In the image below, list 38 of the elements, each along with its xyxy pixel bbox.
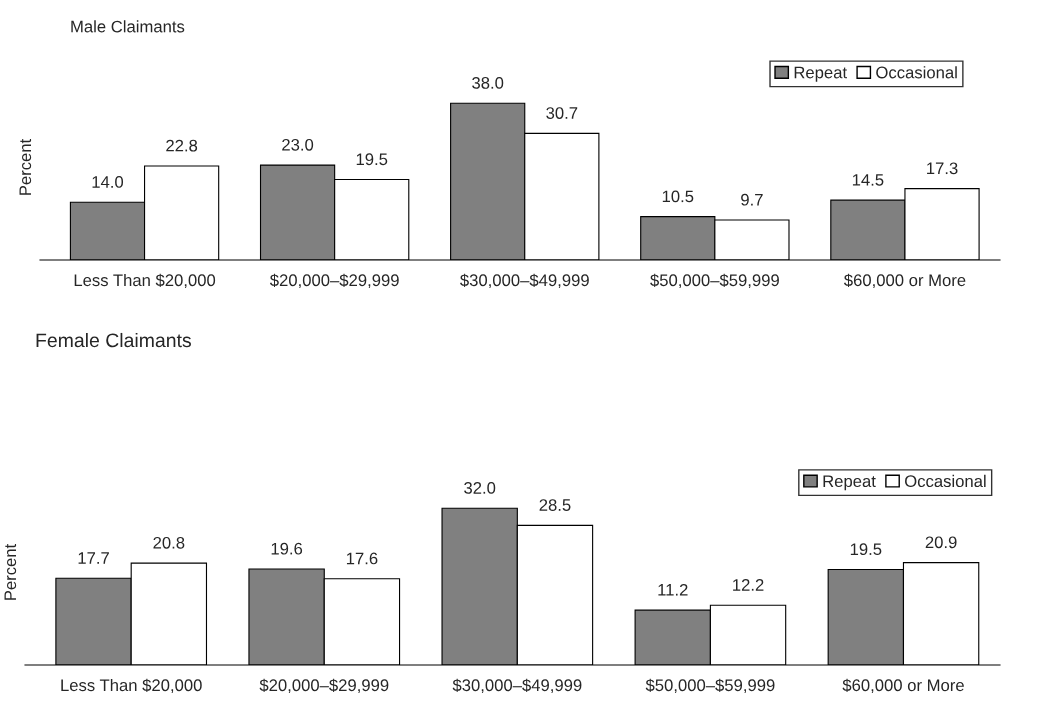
x-tick-label: Less Than $20,000 bbox=[61, 678, 202, 694]
x-tick-label: $50,000–$59,999 bbox=[650, 273, 779, 289]
x-tick-label: $60,000 or More bbox=[842, 678, 964, 694]
data-label: 23.0 bbox=[282, 138, 314, 151]
chart-title: Female Claimants bbox=[36, 332, 191, 348]
y-axis-title: Percent bbox=[19, 138, 32, 195]
x-tick-label: $30,000–$49,999 bbox=[452, 678, 582, 694]
x-tick-label: $30,000–$49,999 bbox=[460, 273, 589, 289]
data-label: 17.6 bbox=[346, 552, 378, 565]
x-tick-label: $20,000–$29,999 bbox=[269, 273, 399, 289]
data-label: 22.8 bbox=[166, 139, 198, 152]
data-label: 19.6 bbox=[271, 542, 303, 555]
data-label: 14.5 bbox=[852, 174, 884, 186]
data-label: 28.5 bbox=[539, 499, 571, 511]
x-tick-label: $20,000–$29,999 bbox=[259, 678, 389, 694]
data-label: 17.7 bbox=[78, 552, 109, 564]
x-tick-label: $50,000–$59,999 bbox=[645, 678, 775, 694]
data-label: 10.5 bbox=[662, 190, 694, 203]
x-tick-label: $60,000 or More bbox=[843, 273, 966, 289]
data-label: 20.9 bbox=[925, 536, 957, 549]
data-label: 9.7 bbox=[741, 193, 763, 206]
legend-label: Occasional bbox=[905, 474, 986, 488]
y-axis-title: Percent bbox=[4, 543, 17, 600]
legend-label: Repeat bbox=[794, 66, 847, 82]
legend-label: Repeat bbox=[823, 475, 876, 491]
data-label: 17.3 bbox=[927, 162, 958, 175]
data-label: 12.2 bbox=[733, 579, 764, 591]
data-label: 30.7 bbox=[546, 107, 578, 119]
data-label: 32.0 bbox=[464, 482, 496, 494]
data-label: 14.0 bbox=[92, 176, 124, 188]
data-label: 20.8 bbox=[153, 536, 185, 549]
data-label: 19.5 bbox=[850, 543, 882, 556]
data-label: 11.2 bbox=[658, 583, 688, 596]
x-tick-label: Less Than $20,000 bbox=[74, 273, 216, 289]
data-label: 38.0 bbox=[472, 77, 504, 89]
legend-label: Occasional bbox=[876, 66, 957, 79]
data-label: 19.5 bbox=[356, 153, 388, 166]
chart-title: Male Claimants bbox=[71, 20, 185, 33]
